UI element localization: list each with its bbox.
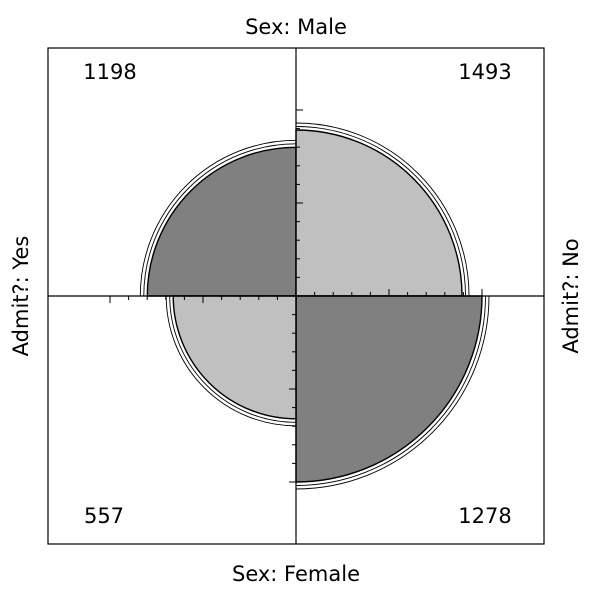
ticks-layer bbox=[109, 109, 483, 483]
top-label: Sex: Male bbox=[245, 15, 347, 39]
count-top-left: 1198 bbox=[83, 60, 136, 84]
ring-inner-top-right bbox=[295, 126, 466, 297]
ring-outer-bottom-left bbox=[165, 295, 297, 427]
ring-outer-top-left bbox=[139, 139, 297, 297]
count-bottom-left: 557 bbox=[84, 504, 124, 528]
ring-inner-top-left bbox=[143, 143, 297, 297]
axes-layer bbox=[48, 48, 544, 544]
ring-inner-bottom-right bbox=[295, 295, 486, 486]
count-bottom-right: 1278 bbox=[458, 504, 511, 528]
sectors-layer bbox=[139, 122, 490, 490]
sector-bottom-right bbox=[295, 295, 483, 483]
right-label: Admit?: No bbox=[559, 238, 583, 353]
count-top-right: 1493 bbox=[458, 60, 511, 84]
ring-outer-bottom-right bbox=[295, 295, 490, 490]
sector-top-left bbox=[146, 146, 297, 297]
sector-top-right bbox=[295, 129, 463, 297]
sector-bottom-left bbox=[172, 295, 297, 420]
bottom-label: Sex: Female bbox=[232, 562, 360, 586]
left-label: Admit?: Yes bbox=[9, 236, 33, 357]
ring-inner-bottom-left bbox=[169, 295, 297, 423]
ring-outer-top-right bbox=[295, 122, 470, 297]
